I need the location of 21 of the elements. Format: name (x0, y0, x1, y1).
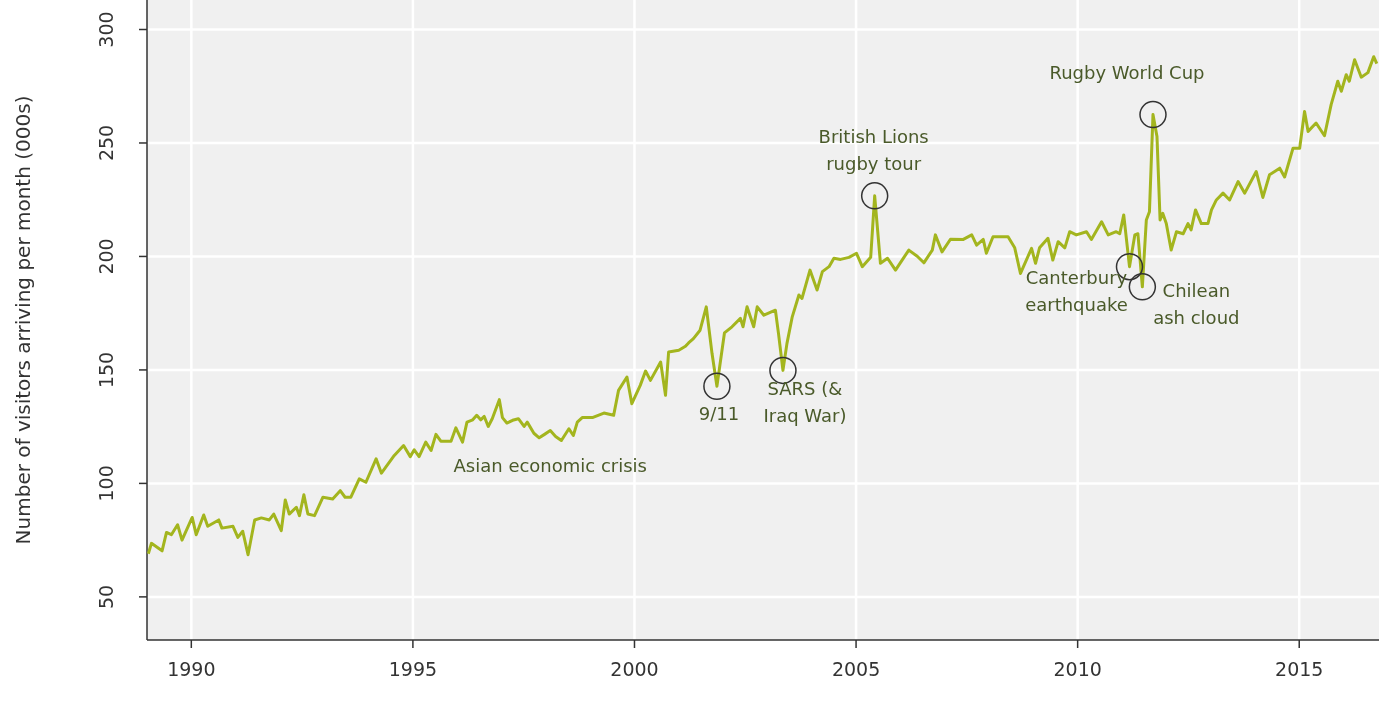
x-tick-label: 1995 (388, 658, 438, 680)
annotation: Canterbury earthquake (1025, 266, 1128, 315)
annotation: British Lions rugby tour (818, 125, 929, 174)
x-tick-label: 1990 (167, 658, 216, 680)
annotation: Rugby World Cup (1049, 61, 1205, 83)
annotation: Asian economic crisis (453, 454, 648, 476)
x-tick-label: 2005 (831, 658, 881, 680)
y-axis-title: Number of visitors arriving per month (000s) (11, 95, 35, 545)
y-tick-label: 300 (94, 11, 117, 48)
y-tick-label: 250 (94, 124, 117, 162)
annotation: Chilean ash cloud (1153, 279, 1240, 328)
y-tick-label: 200 (94, 238, 117, 275)
line-series (146, 55, 1379, 557)
y-tick-label: 150 (94, 351, 117, 389)
annotation: SARS (& Iraq War) (763, 378, 847, 427)
x-tick-label: 2010 (1053, 658, 1102, 680)
x-tick-label: 2000 (610, 658, 659, 680)
y-tick-label: 50 (94, 584, 117, 609)
annotation: 9/11 (698, 403, 740, 425)
y-tick-label: 100 (94, 465, 117, 502)
x-tick-label: 2015 (1275, 658, 1324, 680)
